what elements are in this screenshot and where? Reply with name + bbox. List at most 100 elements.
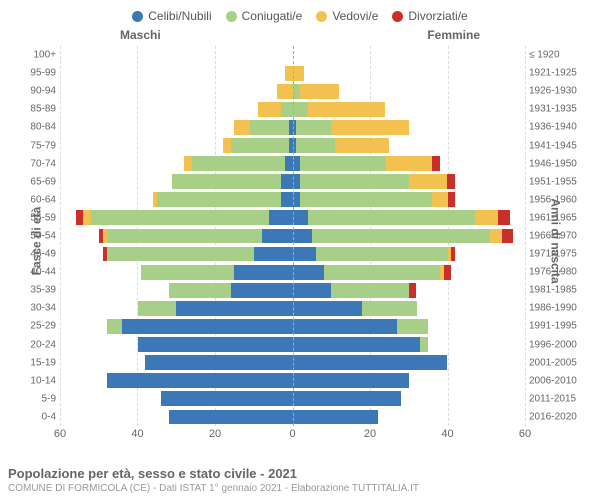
female-column-title: Femmine <box>427 28 480 42</box>
male-half <box>60 155 293 173</box>
bar-segment <box>145 355 292 370</box>
bar-segment <box>293 192 301 207</box>
bar-segment <box>293 319 398 334</box>
bar-segment <box>362 301 416 316</box>
legend-item: Vedovi/e <box>316 6 378 26</box>
male-half <box>60 100 293 118</box>
age-label: 20-24 <box>20 339 56 350</box>
bar-segment <box>269 210 292 225</box>
bar-segment <box>293 283 332 298</box>
age-label: 45-49 <box>20 249 56 260</box>
female-half <box>293 408 526 426</box>
female-half <box>293 390 526 408</box>
bar-segment <box>184 156 192 171</box>
bar-segment <box>293 410 378 425</box>
bar-segment <box>281 192 293 207</box>
bar-segment <box>448 192 456 207</box>
male-half <box>60 173 293 191</box>
bar-segment <box>490 229 502 244</box>
bar-segment <box>498 210 510 225</box>
bar-segment <box>285 156 293 171</box>
bar-segment <box>293 265 324 280</box>
male-half <box>60 227 293 245</box>
bar-segment <box>409 174 448 189</box>
female-half <box>293 136 526 154</box>
age-label: 25-29 <box>20 321 56 332</box>
bar-segment <box>107 229 262 244</box>
bar-segment <box>335 138 389 153</box>
x-tick: 20 <box>209 428 221 440</box>
female-half <box>293 155 526 173</box>
birth-year-label: 1951-1955 <box>529 176 587 187</box>
bar-segment <box>107 247 254 262</box>
bar-segment <box>161 391 293 406</box>
bar-segment <box>138 301 177 316</box>
female-half <box>293 173 526 191</box>
birth-year-label: 1976-1980 <box>529 267 587 278</box>
female-half <box>293 317 526 335</box>
age-label: 65-69 <box>20 176 56 187</box>
age-label: 55-59 <box>20 212 56 223</box>
bar-segment <box>444 265 452 280</box>
footer: Popolazione per età, sesso e stato civil… <box>8 466 592 494</box>
legend-swatch <box>132 11 143 22</box>
bar-segment <box>250 120 289 135</box>
age-label: 15-19 <box>20 357 56 368</box>
bar-segment <box>107 373 293 388</box>
age-label: 10-14 <box>20 375 56 386</box>
bar-segment <box>409 283 417 298</box>
bar-segment <box>169 410 293 425</box>
female-half <box>293 245 526 263</box>
male-half <box>60 372 293 390</box>
bar-segment <box>293 156 301 171</box>
bar-segment <box>475 210 498 225</box>
birth-year-label: 1986-1990 <box>529 303 587 314</box>
bar-segment <box>157 192 281 207</box>
female-half <box>293 118 526 136</box>
bar-segment <box>397 319 428 334</box>
birth-year-label: 1971-1975 <box>529 249 587 260</box>
bar-segment <box>281 174 293 189</box>
bar-segment <box>432 156 440 171</box>
bar-segment <box>432 192 448 207</box>
bar-segment <box>451 247 455 262</box>
bar-segment <box>296 120 331 135</box>
male-half <box>60 245 293 263</box>
female-half <box>293 82 526 100</box>
bar-segment <box>234 265 292 280</box>
bar-segment <box>277 84 293 99</box>
age-label: 60-64 <box>20 194 56 205</box>
age-label: 30-34 <box>20 303 56 314</box>
bar-segment <box>192 156 285 171</box>
bar-segment <box>312 229 490 244</box>
x-tick: 40 <box>131 428 143 440</box>
bar-segment <box>254 247 293 262</box>
male-half <box>60 46 293 64</box>
age-label: 100+ <box>20 50 56 61</box>
bar-segment <box>223 138 231 153</box>
legend-label: Celibi/Nubili <box>148 9 211 23</box>
age-label: 35-39 <box>20 285 56 296</box>
male-half <box>60 136 293 154</box>
birth-year-label: 1941-1945 <box>529 140 587 151</box>
bar-segment <box>293 229 312 244</box>
female-half <box>293 263 526 281</box>
bar-segment <box>420 337 428 352</box>
bar-segment <box>122 319 293 334</box>
bar-segment <box>502 229 514 244</box>
x-tick: 60 <box>54 428 66 440</box>
legend-swatch <box>316 11 327 22</box>
male-half <box>60 390 293 408</box>
female-half <box>293 336 526 354</box>
age-label: 90-94 <box>20 86 56 97</box>
female-half <box>293 191 526 209</box>
bar-segment <box>234 120 250 135</box>
bar-segment <box>293 373 409 388</box>
legend-label: Vedovi/e <box>332 9 378 23</box>
female-half <box>293 281 526 299</box>
bar-segment <box>281 102 293 117</box>
birth-year-label: 1991-1995 <box>529 321 587 332</box>
chart-container: Celibi/NubiliConiugati/eVedovi/eDivorzia… <box>0 0 600 500</box>
female-half <box>293 100 526 118</box>
bar-segment <box>293 391 402 406</box>
